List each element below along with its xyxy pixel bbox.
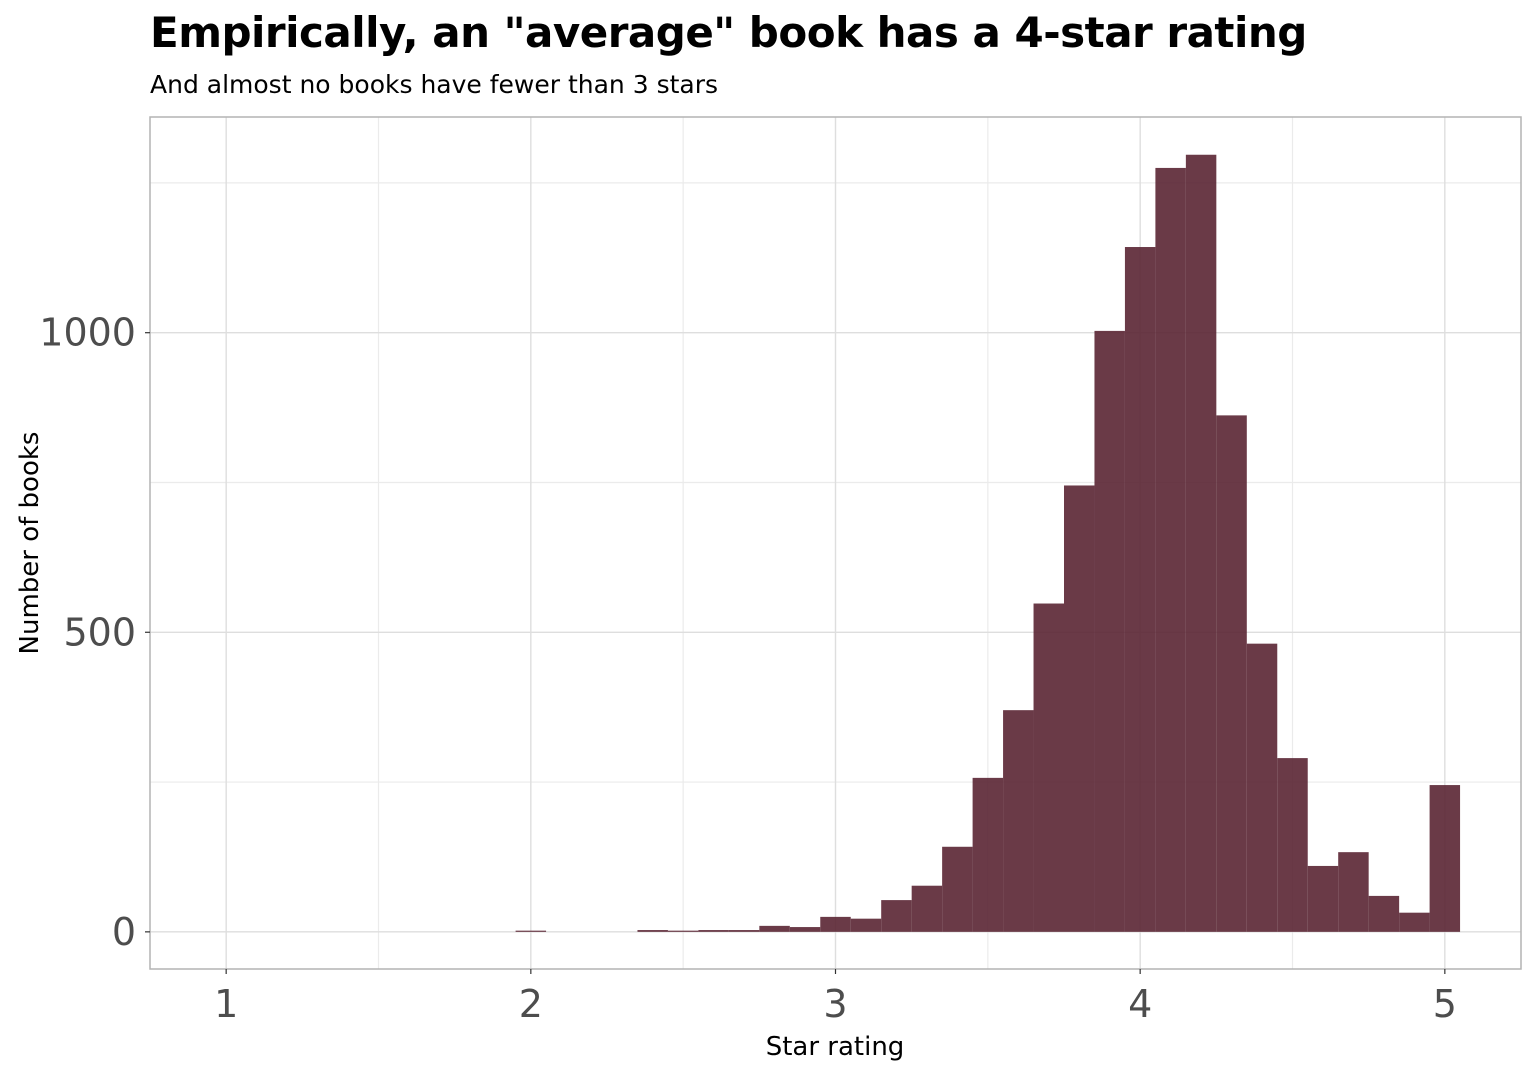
histogram-bar	[1277, 758, 1308, 932]
histogram-bar	[789, 927, 821, 932]
y-tick-label: 1000	[39, 311, 136, 355]
histogram-bar	[667, 930, 699, 932]
histogram-bar	[1185, 154, 1217, 932]
histogram-bar	[1064, 485, 1095, 932]
histogram-bar	[1307, 865, 1339, 932]
histogram-bar	[1399, 912, 1430, 932]
histogram-bar	[972, 777, 1004, 932]
histogram-bar	[1124, 247, 1156, 932]
x-tick-label: 2	[519, 982, 543, 1026]
histogram-bar	[1246, 643, 1278, 932]
chart-title: Empirically, an "average" book has a 4-s…	[150, 8, 1307, 57]
histogram-bar	[1368, 895, 1400, 932]
y-tick-label: 0	[112, 910, 136, 954]
x-tick-label: 3	[823, 982, 847, 1026]
histogram-bar	[850, 918, 882, 932]
histogram-bar	[820, 916, 851, 932]
histogram-bars	[515, 154, 1461, 932]
histogram-bar	[1155, 167, 1186, 932]
histogram-bar	[942, 846, 973, 932]
x-axis-title: Star rating	[766, 1032, 905, 1062]
histogram-bar	[911, 885, 943, 932]
y-axis-ticks: 0 500 1000	[39, 311, 150, 954]
x-tick-label: 5	[1433, 982, 1457, 1026]
y-tick-label: 500	[63, 610, 136, 654]
histogram-bar	[1094, 330, 1125, 932]
histogram-bar	[728, 930, 760, 932]
x-axis-ticks: 1 2 3 4 5	[214, 969, 1457, 1026]
histogram-bar	[698, 930, 729, 932]
histogram-bar	[1216, 415, 1247, 932]
histogram-bar	[881, 900, 912, 932]
histogram-bar	[1003, 710, 1034, 932]
chart-subtitle: And almost no books have fewer than 3 st…	[150, 70, 719, 99]
x-tick-label: 1	[214, 982, 238, 1026]
histogram-bar	[637, 930, 668, 932]
histogram-bar	[1338, 852, 1369, 932]
x-tick-label: 4	[1128, 982, 1152, 1026]
y-axis-title: Number of books	[15, 432, 45, 655]
histogram-bar	[1033, 603, 1064, 932]
histogram-bar	[759, 925, 790, 932]
histogram-bar	[1429, 785, 1461, 932]
histogram-bar	[515, 930, 547, 932]
